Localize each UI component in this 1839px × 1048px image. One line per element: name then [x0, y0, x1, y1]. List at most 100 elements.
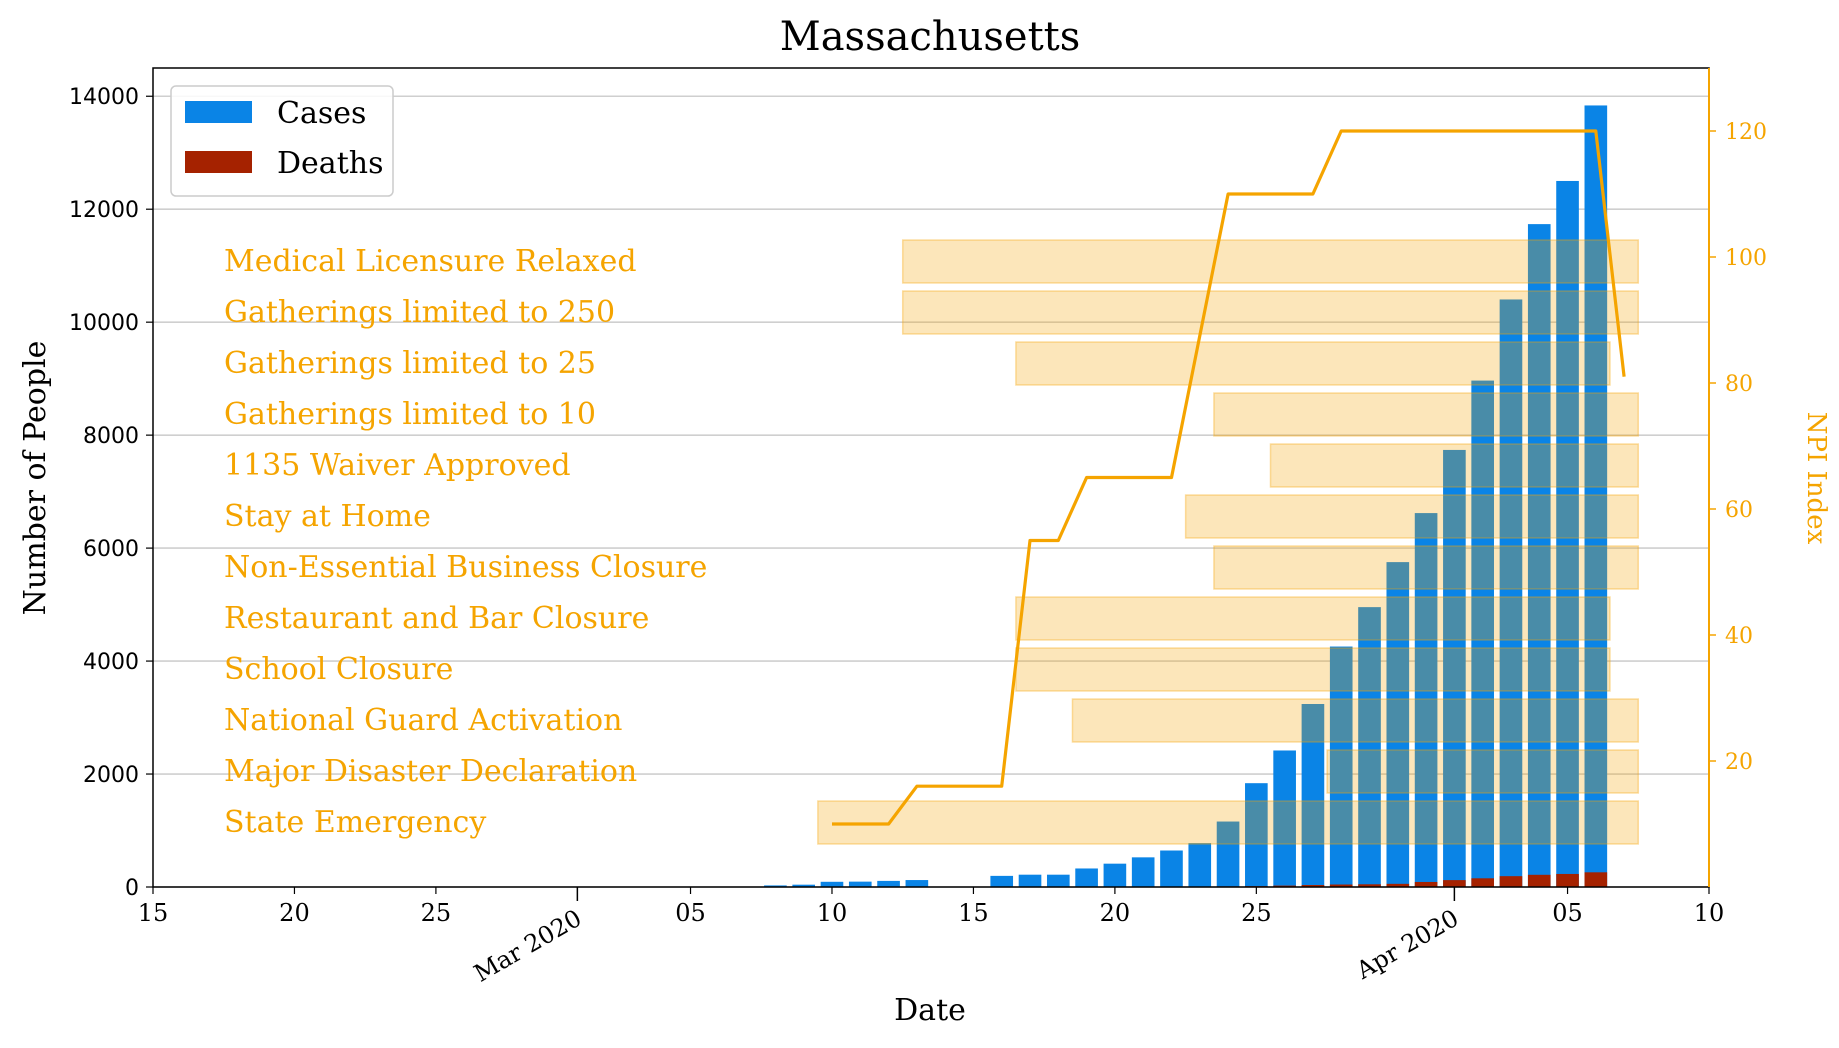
cases-bar [1584, 105, 1608, 888]
x-tick-label: 05 [1552, 899, 1583, 927]
y2-tick-label: 80 [1725, 372, 1753, 397]
npi-labels: Medical Licensure Relaxed Gatherings limi… [224, 244, 707, 840]
y-tick-label: 14000 [69, 85, 139, 110]
y-tick-label: 6000 [83, 537, 139, 562]
cases-bar [990, 875, 1014, 887]
npi-label: Stay at Home [224, 499, 431, 534]
chart-title: Massachusetts [780, 14, 1081, 60]
legend-swatch-cases [185, 101, 252, 123]
npi-duration-bars [817, 239, 1640, 845]
deaths-bar [1329, 884, 1353, 887]
y2-axis: 20 40 60 80 100 120 [1708, 68, 1767, 887]
legend-label-deaths: Deaths [277, 146, 383, 181]
deaths-bar [1499, 876, 1523, 887]
npi-label: Gatherings limited to 10 [224, 397, 596, 432]
npi-bar [1015, 596, 1611, 641]
cases-bar [1188, 843, 1212, 887]
cases-bar [1160, 850, 1183, 887]
npi-label: Non-Essential Business Closure [224, 550, 707, 585]
deaths-bar [1386, 883, 1410, 887]
deaths-bar [1584, 872, 1608, 887]
x-tick-label: 15 [958, 899, 989, 927]
deaths-bar [1301, 885, 1325, 887]
npi-label: Major Disaster Declaration [224, 754, 637, 789]
y2-tick-label: 20 [1725, 750, 1753, 775]
cases-bar [1527, 224, 1551, 887]
x-tick-label: 20 [279, 899, 310, 927]
npi-bar [1213, 392, 1640, 437]
x-tick-label: 05 [675, 899, 706, 927]
y-tick-label: 4000 [83, 650, 139, 675]
legend-label-cases: Cases [277, 96, 366, 131]
x-tick-label: 10 [1694, 899, 1725, 927]
deaths-bar [1556, 873, 1579, 887]
deaths-bar [1471, 878, 1494, 887]
x-tick-label: 10 [817, 899, 848, 927]
cases-bar [1499, 299, 1523, 888]
npi-label: Gatherings limited to 250 [224, 295, 615, 330]
x-tick-label: 25 [421, 899, 452, 927]
y-tick-label: 0 [125, 876, 139, 901]
npi-label: 1135 Waiver Approved [224, 448, 571, 483]
npi-bar [1326, 749, 1640, 794]
cases-bars [764, 105, 1608, 888]
cases-bar [905, 880, 929, 887]
npi-label: Gatherings limited to 25 [224, 346, 596, 381]
npi-label: School Closure [224, 652, 453, 687]
cases-bar [1301, 703, 1325, 887]
deaths-bar [1414, 881, 1438, 887]
deaths-bar [1358, 884, 1381, 887]
npi-label: Medical Licensure Relaxed [224, 244, 637, 279]
cases-bar [1273, 750, 1296, 887]
npi-bar [1071, 698, 1640, 743]
y-tick-label: 10000 [69, 311, 139, 336]
y2-tick-label: 40 [1725, 624, 1753, 649]
legend: Cases Deaths [170, 85, 394, 197]
npi-bar [1213, 545, 1640, 590]
cases-bar [1018, 874, 1042, 887]
y-tick-label: 2000 [83, 763, 139, 788]
deaths-bar [1443, 880, 1466, 887]
npi-bar [901, 290, 1640, 335]
x-axis-label: Date [894, 993, 966, 1028]
cases-bar [1216, 821, 1240, 887]
y-axis: 0 2000 4000 6000 8000 10000 12000 14000 [69, 85, 153, 901]
cases-bar [1046, 874, 1070, 887]
y2-tick-label: 120 [1725, 120, 1767, 145]
cases-bar [1443, 449, 1466, 887]
legend-swatch-deaths [185, 151, 252, 173]
cases-bar [1414, 513, 1438, 887]
npi-label: Restaurant and Bar Closure [224, 601, 649, 636]
x-tick-label: 25 [1241, 899, 1272, 927]
y-axis-label: Number of People [18, 341, 53, 616]
cases-bar [1471, 380, 1494, 887]
y-tick-label: 8000 [83, 424, 139, 449]
cases-bar [820, 881, 844, 887]
y2-axis-label: NPI Index [1801, 412, 1831, 545]
cases-bar [1245, 783, 1268, 887]
cases-bar [792, 884, 816, 887]
npi-label: National Guard Activation [224, 703, 622, 738]
cases-bar [1131, 857, 1155, 887]
npi-bar [901, 239, 1640, 284]
y2-tick-label: 100 [1725, 246, 1767, 271]
npi-bar [1269, 443, 1640, 488]
x-tick-label: 20 [1100, 899, 1131, 927]
cases-bar [1103, 863, 1127, 887]
y-tick-label: 12000 [69, 198, 139, 223]
y2-tick-label: 60 [1725, 498, 1753, 523]
npi-bar [1184, 494, 1640, 539]
npi-bar [817, 800, 1640, 845]
npi-bar [1015, 341, 1611, 386]
cases-bar [1358, 607, 1381, 887]
cases-bar [1556, 180, 1579, 887]
npi-index-line [832, 129, 1626, 826]
cases-bar [1329, 646, 1353, 887]
x-tick-label: 15 [138, 899, 169, 927]
cases-bar [764, 885, 787, 887]
deaths-bar [1527, 874, 1551, 887]
cases-bar [1386, 562, 1410, 887]
cases-bar [877, 880, 900, 887]
cases-bar [848, 881, 872, 887]
